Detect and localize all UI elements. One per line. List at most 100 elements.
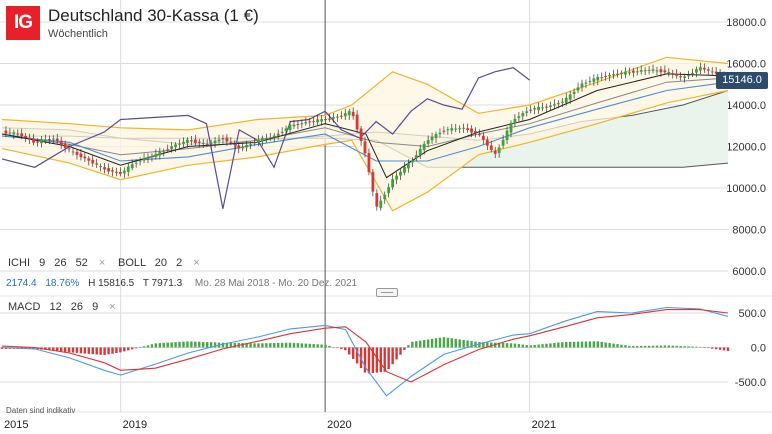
candle-body <box>142 158 146 161</box>
macd-histogram-bar <box>245 343 248 348</box>
macd-histogram-bar <box>296 343 300 348</box>
candle-body <box>36 141 39 143</box>
macd-histogram-bar <box>600 341 603 348</box>
x-tick-label: 2015 <box>4 419 28 431</box>
macd-histogram-bar <box>59 347 63 352</box>
instrument-title: Deutschland 30-Kassa (1 €) <box>48 6 259 25</box>
macd-histogram-bar <box>486 342 489 348</box>
candle-body <box>197 141 201 143</box>
macd-remove-icon[interactable]: × <box>109 301 116 313</box>
candle-body <box>99 166 103 168</box>
y-tick-label: 16000.0 <box>726 59 766 71</box>
candle-body <box>91 159 95 164</box>
candle-body <box>438 132 442 135</box>
macd-histogram-bar <box>99 347 102 355</box>
ichi-label: ICHI <box>8 257 30 269</box>
candle-body <box>146 157 150 159</box>
candle-body <box>450 128 454 131</box>
macd-histogram-bar <box>162 342 165 348</box>
macd-histogram-bar <box>103 347 106 356</box>
macd-histogram-bar <box>138 347 142 348</box>
boll-indicator[interactable]: BOLL 20 2 × <box>118 257 200 269</box>
candle-body <box>600 77 604 79</box>
candle-body <box>312 121 316 123</box>
candle-body <box>268 137 272 139</box>
ichi-remove-icon[interactable]: × <box>98 257 106 269</box>
candle-body <box>505 130 509 141</box>
candle-body <box>564 97 568 104</box>
candle-body <box>79 153 83 158</box>
candle-body <box>134 162 138 164</box>
candle-body <box>154 153 158 157</box>
candle-body <box>521 113 525 117</box>
candle-body <box>395 175 398 180</box>
candle-body <box>75 151 79 155</box>
candle-body <box>552 104 556 106</box>
ichi-indicator[interactable]: ICHI 9 26 52 × <box>8 257 105 269</box>
macd-histogram-bar <box>521 344 525 348</box>
boll-remove-icon[interactable]: × <box>193 257 200 269</box>
macd-histogram-bar <box>438 337 442 348</box>
candle-body <box>249 144 252 146</box>
candle-body <box>414 155 418 159</box>
readout-change-pct: 18.76% <box>45 278 80 289</box>
candle-body <box>643 70 647 72</box>
candle-body <box>257 139 260 143</box>
candle-body <box>387 187 391 194</box>
candle-body <box>478 134 481 136</box>
macd-histogram-bar <box>616 344 619 348</box>
macd-histogram-bar <box>470 341 473 348</box>
candle-body <box>241 146 245 149</box>
macd-histogram-bar <box>572 341 576 348</box>
macd-histogram-bar <box>348 347 351 355</box>
macd-histogram-bar <box>505 343 509 348</box>
macd-histogram-bar <box>284 342 288 348</box>
macd-histogram-bar <box>225 342 229 348</box>
candle-body <box>328 118 331 120</box>
candle-body <box>87 158 91 161</box>
macd-histogram-bar <box>596 341 599 348</box>
candle-body <box>193 139 197 144</box>
macd-histogram-bar <box>48 347 51 351</box>
candle-body <box>174 144 178 148</box>
macd-histogram-bar <box>71 347 75 353</box>
candle-body <box>509 122 513 133</box>
macd-histogram-bar <box>446 337 450 348</box>
candle-body <box>253 142 256 144</box>
candle-body <box>612 74 615 76</box>
macd-histogram-bar <box>79 347 83 354</box>
candle-body <box>122 170 126 174</box>
macd-histogram-bar <box>95 347 98 355</box>
x-tick-label: 2020 <box>327 419 351 431</box>
macd-signal-line <box>1 309 729 383</box>
macd-histogram-bar <box>363 347 367 373</box>
macd-histogram-bar <box>612 343 615 348</box>
macd-y-tick-label: -500.0 <box>735 377 766 389</box>
macd-param-2: 26 <box>70 301 84 313</box>
macd-histogram-bar <box>209 342 213 348</box>
readout-change-value: 2174.4 <box>6 278 37 289</box>
candle-body <box>580 83 584 88</box>
macd-histogram-bar <box>253 343 256 348</box>
candle-body <box>462 127 466 129</box>
candle-body <box>276 133 280 136</box>
macd-histogram-bar <box>513 343 517 348</box>
candle-body <box>631 70 635 73</box>
macd-histogram-bar <box>344 347 347 351</box>
candle-body <box>272 135 276 138</box>
pane-resize-handle[interactable] <box>376 288 398 297</box>
macd-histogram-bar <box>304 343 308 348</box>
macd-histogram-bar <box>383 347 386 372</box>
candle-body <box>671 73 675 75</box>
macd-histogram-bar <box>395 347 398 360</box>
macd-histogram-bar <box>178 341 181 348</box>
macd-histogram-bar <box>651 345 655 348</box>
macd-histogram-bar <box>659 345 663 348</box>
macd-histogram-bar <box>580 341 584 348</box>
macd-histogram-bar <box>714 347 718 350</box>
candle-body <box>288 124 292 130</box>
timeframe-label[interactable]: Wöchentlich <box>48 28 108 40</box>
candle-body <box>596 76 600 81</box>
macd-indicator[interactable]: MACD 12 26 9 × <box>8 301 116 313</box>
